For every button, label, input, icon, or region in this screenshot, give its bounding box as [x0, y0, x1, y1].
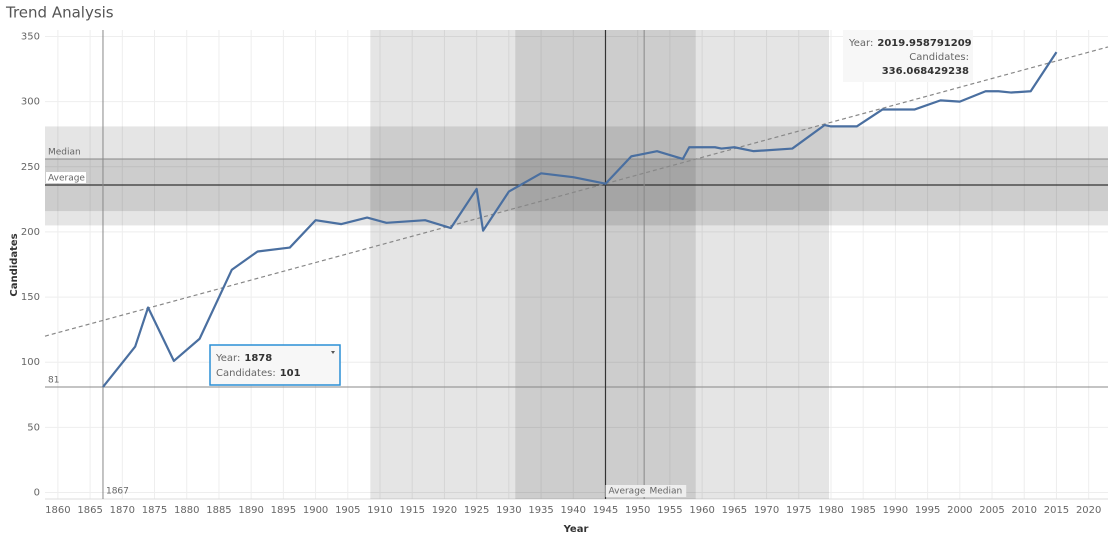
x-tick-label: 1885 [206, 505, 231, 516]
x-tick-label: 1915 [399, 505, 424, 516]
tooltip-box [843, 30, 973, 82]
tooltip-label: Year: [215, 353, 240, 364]
reference-band [45, 126, 1108, 226]
tooltip: Year: 1878 Candidates: 101 [209, 344, 341, 386]
reference-label: Average [48, 174, 85, 184]
x-tick-label: 1970 [754, 505, 779, 516]
y-tick-label: 150 [21, 292, 40, 303]
x-tick-label: 1875 [142, 505, 167, 516]
x-tick-label: 1870 [110, 505, 135, 516]
x-tick-label: 2005 [979, 505, 1004, 516]
x-axis-title: Year [563, 524, 589, 535]
y-tick-label: 100 [21, 357, 40, 368]
y-tick-label: 200 [21, 227, 40, 238]
reference-label: 81 [48, 375, 59, 385]
x-tick-label: 1990 [883, 505, 908, 516]
y-tick-label: 250 [21, 162, 40, 173]
chart-title: Trend Analysis [5, 4, 114, 22]
x-tick-label: 2010 [1012, 505, 1037, 516]
reference-band [370, 30, 830, 499]
x-tick-label: 1890 [238, 505, 263, 516]
y-tick-label: 300 [21, 97, 40, 108]
reference-label: 1867 [106, 487, 129, 497]
x-tick-label: 2020 [1076, 505, 1101, 516]
x-tick-label: 1930 [496, 505, 521, 516]
data-line [102, 51, 1058, 388]
x-tick-label: 1920 [432, 505, 457, 516]
y-axis-title: Candidates [9, 233, 20, 296]
tooltip-label: Year: [848, 38, 873, 49]
x-tick-label: 1880 [174, 505, 199, 516]
x-tick-label: 1985 [850, 505, 875, 516]
tooltip-value: 1878 [244, 353, 272, 364]
x-tick-label: 1895 [271, 505, 296, 516]
x-tick-label: 1860 [45, 505, 70, 516]
reference-label: Median [649, 487, 682, 497]
x-tick-label: 1965 [722, 505, 747, 516]
x-tick-label: 1910 [367, 505, 392, 516]
x-tick-label: 1900 [303, 505, 328, 516]
x-tick-label: 1940 [561, 505, 586, 516]
y-tick-label: 0 [34, 487, 40, 498]
tooltip-box [209, 344, 341, 386]
tooltip-value: 101 [280, 368, 301, 379]
x-tick-label: 1980 [818, 505, 843, 516]
reference-label-box [46, 172, 86, 184]
x-tick-label: 2000 [947, 505, 972, 516]
x-tick-label: 1995 [915, 505, 940, 516]
tooltip-menu-icon [331, 351, 335, 354]
x-tick-label: 1960 [689, 505, 714, 516]
reference-label: Average [608, 487, 645, 497]
x-tick-label: 1945 [593, 505, 618, 516]
x-tick-label: 1865 [77, 505, 102, 516]
x-tick-label: 1925 [464, 505, 489, 516]
x-tick-label: 1975 [786, 505, 811, 516]
tooltip-label: Candidates: [909, 52, 969, 63]
reference-label: Median [48, 147, 81, 157]
tooltip-label: Candidates: [216, 368, 276, 379]
x-tick-label: 1950 [625, 505, 650, 516]
x-tick-label: 1935 [528, 505, 553, 516]
tooltip-value: 336.068429238 [882, 66, 969, 77]
reference-label-box [605, 485, 687, 497]
reference-label-group: Average Median [605, 485, 687, 497]
y-tick-label: 350 [21, 32, 40, 43]
x-tick-label: 2015 [1044, 505, 1069, 516]
tooltip: Year: 2019.958791209 Candidates: 336.068429… [843, 30, 973, 82]
x-tick-label: 1955 [657, 505, 682, 516]
y-tick-label: 50 [27, 422, 40, 433]
x-tick-label: 1905 [335, 505, 360, 516]
tooltip-value: 2019.958791209 [877, 38, 971, 49]
